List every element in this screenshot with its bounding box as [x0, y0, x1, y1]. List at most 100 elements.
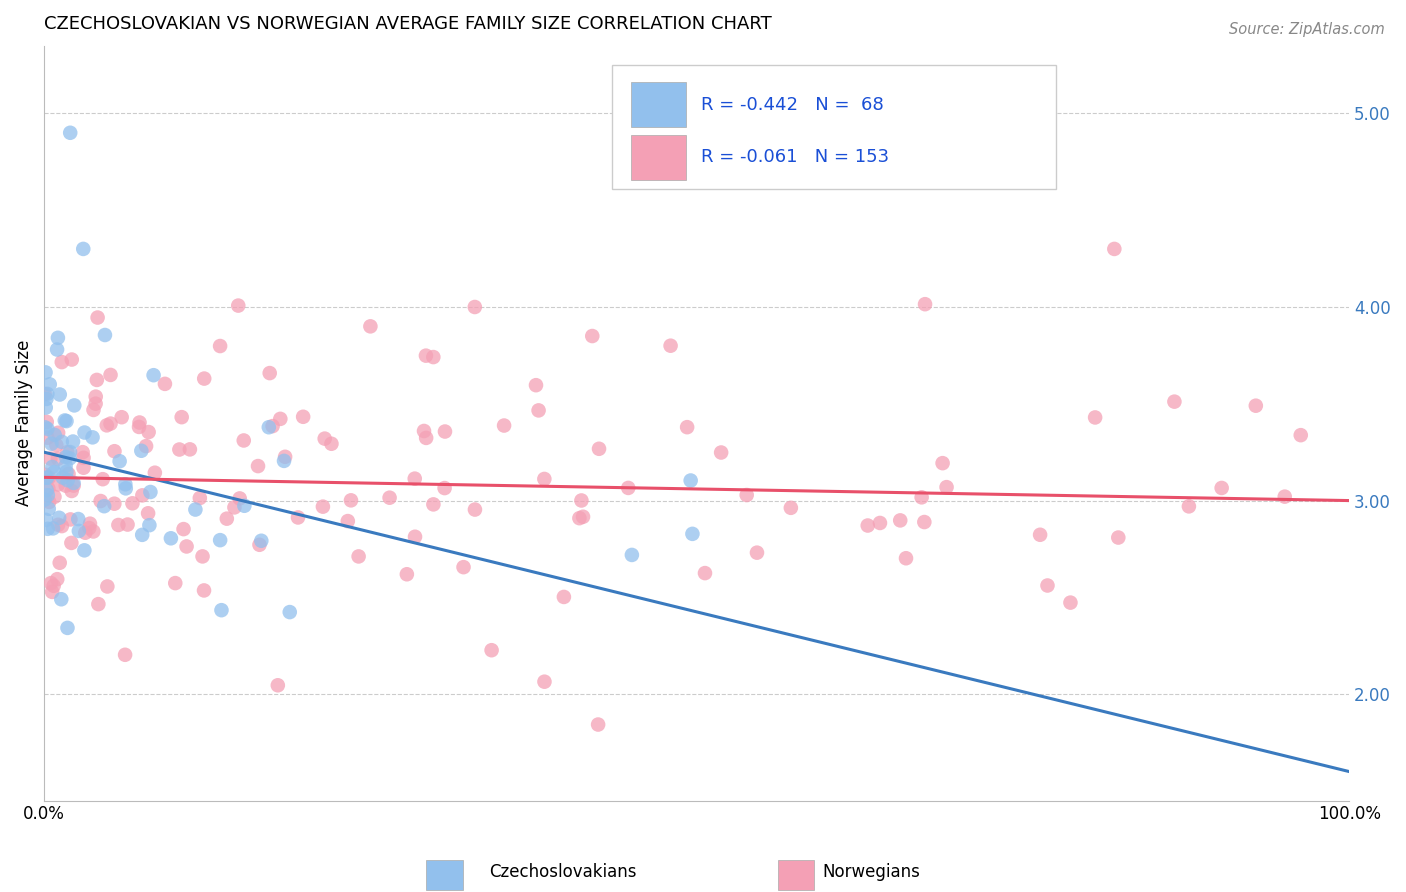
Norwegians	[1211, 481, 1233, 495]
Norwegians	[889, 513, 911, 527]
Norwegians	[136, 506, 159, 520]
Norwegians	[75, 525, 97, 540]
Norwegians	[856, 518, 879, 533]
Czechoslovakians	[142, 368, 165, 383]
Norwegians	[176, 540, 198, 554]
Norwegians	[572, 509, 595, 524]
Czechoslovakians	[59, 126, 82, 140]
Norwegians	[267, 678, 290, 692]
Text: Czechoslovakians: Czechoslovakians	[489, 863, 636, 881]
Czechoslovakians	[73, 425, 96, 440]
Norwegians	[46, 517, 69, 532]
Czechoslovakians	[184, 502, 207, 516]
Czechoslovakians	[59, 451, 82, 466]
Norwegians	[226, 299, 249, 313]
Norwegians	[581, 329, 603, 343]
Czechoslovakians	[44, 465, 66, 479]
Norwegians	[179, 442, 201, 457]
FancyBboxPatch shape	[631, 135, 686, 179]
Norwegians	[96, 418, 118, 433]
Norwegians	[128, 420, 150, 434]
Norwegians	[336, 514, 359, 528]
Norwegians	[188, 491, 211, 505]
Czechoslovakians	[250, 533, 273, 548]
Text: Norwegians: Norwegians	[823, 863, 921, 881]
Norwegians	[1107, 531, 1129, 545]
Norwegians	[710, 445, 733, 459]
Norwegians	[121, 496, 143, 510]
Czechoslovakians	[37, 387, 59, 401]
Norwegians	[912, 515, 935, 529]
Norwegians	[586, 717, 609, 731]
Czechoslovakians	[49, 387, 72, 401]
Norwegians	[395, 567, 418, 582]
Czechoslovakians	[138, 518, 160, 533]
Czechoslovakians	[211, 603, 233, 617]
Norwegians	[224, 500, 246, 515]
Czechoslovakians	[55, 465, 77, 479]
Norwegians	[464, 502, 486, 516]
Norwegians	[56, 445, 79, 459]
Norwegians	[169, 442, 191, 457]
Czechoslovakians	[273, 454, 295, 468]
Text: R = -0.442   N =  68: R = -0.442 N = 68	[700, 95, 883, 113]
Czechoslovakians	[131, 443, 153, 458]
Czechoslovakians	[38, 377, 60, 392]
Norwegians	[90, 494, 112, 508]
Norwegians	[46, 572, 69, 586]
Norwegians	[138, 425, 160, 439]
Norwegians	[676, 420, 699, 434]
Y-axis label: Average Family Size: Average Family Size	[15, 340, 32, 507]
Norwegians	[100, 368, 122, 382]
Norwegians	[571, 493, 593, 508]
Norwegians	[79, 516, 101, 531]
Norwegians	[48, 556, 70, 570]
Czechoslovakians	[233, 499, 256, 513]
Czechoslovakians	[44, 428, 66, 442]
Norwegians	[37, 482, 59, 496]
Czechoslovakians	[35, 392, 58, 406]
Norwegians	[215, 511, 238, 525]
Norwegians	[60, 483, 83, 498]
Czechoslovakians	[55, 450, 77, 464]
Norwegians	[51, 519, 73, 533]
Norwegians	[422, 497, 444, 511]
Norwegians	[259, 366, 281, 380]
Norwegians	[82, 403, 104, 417]
Czechoslovakians	[52, 470, 75, 484]
Czechoslovakians	[37, 471, 59, 485]
Norwegians	[131, 488, 153, 502]
FancyBboxPatch shape	[612, 64, 1056, 189]
Norwegians	[173, 522, 195, 536]
Norwegians	[415, 349, 437, 363]
Norwegians	[34, 387, 56, 401]
Norwegians	[34, 467, 56, 482]
Norwegians	[84, 390, 107, 404]
Norwegians	[117, 517, 139, 532]
Norwegians	[911, 491, 934, 505]
Text: CZECHOSLOVAKIAN VS NORWEGIAN AVERAGE FAMILY SIZE CORRELATION CHART: CZECHOSLOVAKIAN VS NORWEGIAN AVERAGE FAM…	[44, 15, 772, 33]
Norwegians	[464, 300, 486, 314]
Norwegians	[228, 491, 250, 506]
Norwegians	[59, 512, 82, 526]
Czechoslovakians	[62, 475, 84, 490]
Norwegians	[533, 674, 555, 689]
Norwegians	[107, 518, 129, 533]
Czechoslovakians	[63, 398, 86, 412]
Czechoslovakians	[38, 501, 60, 516]
Norwegians	[77, 521, 100, 535]
Czechoslovakians	[51, 434, 73, 449]
Norwegians	[86, 373, 108, 387]
Norwegians	[935, 480, 957, 494]
Norwegians	[45, 438, 67, 452]
Norwegians	[588, 442, 610, 456]
Norwegians	[869, 516, 891, 530]
Czechoslovakians	[108, 454, 131, 468]
Czechoslovakians	[620, 548, 643, 562]
Czechoslovakians	[35, 401, 58, 415]
Norwegians	[973, 174, 995, 188]
Norwegians	[314, 432, 336, 446]
Czechoslovakians	[94, 328, 117, 343]
Norwegians	[46, 477, 69, 491]
Norwegians	[143, 466, 166, 480]
